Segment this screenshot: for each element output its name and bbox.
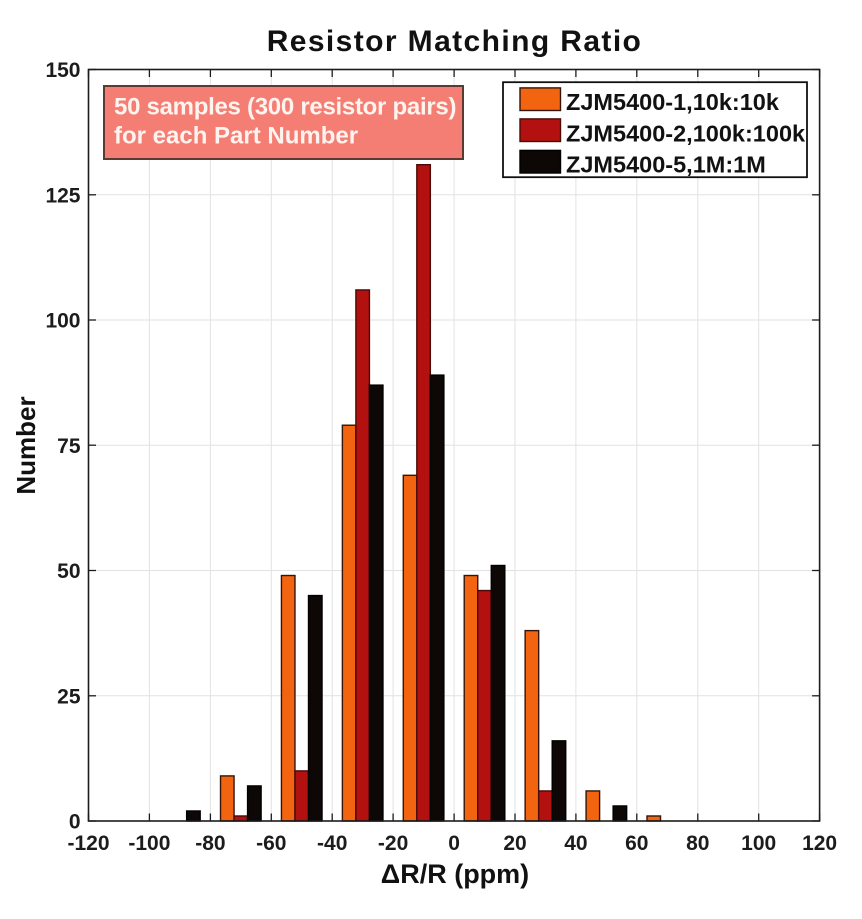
svg-text:ZJM5400-1,10k:10k: ZJM5400-1,10k:10k	[566, 89, 780, 115]
svg-text:0: 0	[448, 832, 460, 855]
svg-text:-120: -120	[67, 832, 109, 855]
svg-text:60: 60	[625, 832, 648, 855]
svg-text:40: 40	[564, 832, 587, 855]
svg-text:150: 150	[45, 59, 80, 82]
svg-text:50 samples (300 resistor pairs: 50 samples (300 resistor pairs)	[114, 94, 456, 121]
svg-text:ZJM5400-5,1M:1M: ZJM5400-5,1M:1M	[566, 151, 766, 177]
svg-text:120: 120	[802, 832, 837, 855]
svg-text:0: 0	[69, 811, 81, 834]
svg-text:-20: -20	[378, 832, 408, 855]
svg-text:50: 50	[57, 560, 80, 583]
svg-text:20: 20	[503, 832, 526, 855]
svg-text:80: 80	[686, 832, 709, 855]
svg-text:-40: -40	[317, 832, 347, 855]
svg-text:for each Part Number: for each Part Number	[114, 123, 358, 150]
svg-text:25: 25	[57, 686, 81, 709]
svg-text:Resistor Matching Ratio: Resistor Matching Ratio	[267, 25, 643, 58]
svg-text:-80: -80	[195, 832, 225, 855]
svg-text:-100: -100	[128, 832, 170, 855]
svg-text:100: 100	[741, 832, 776, 855]
svg-text:-60: -60	[256, 832, 286, 855]
svg-text:100: 100	[45, 310, 80, 333]
svg-text:75: 75	[57, 435, 81, 458]
svg-text:Number: Number	[11, 396, 41, 494]
svg-text:125: 125	[45, 184, 80, 207]
svg-text:ΔR/R (ppm): ΔR/R (ppm)	[381, 859, 529, 889]
svg-text:ZJM5400-2,100k:100k: ZJM5400-2,100k:100k	[566, 120, 806, 146]
